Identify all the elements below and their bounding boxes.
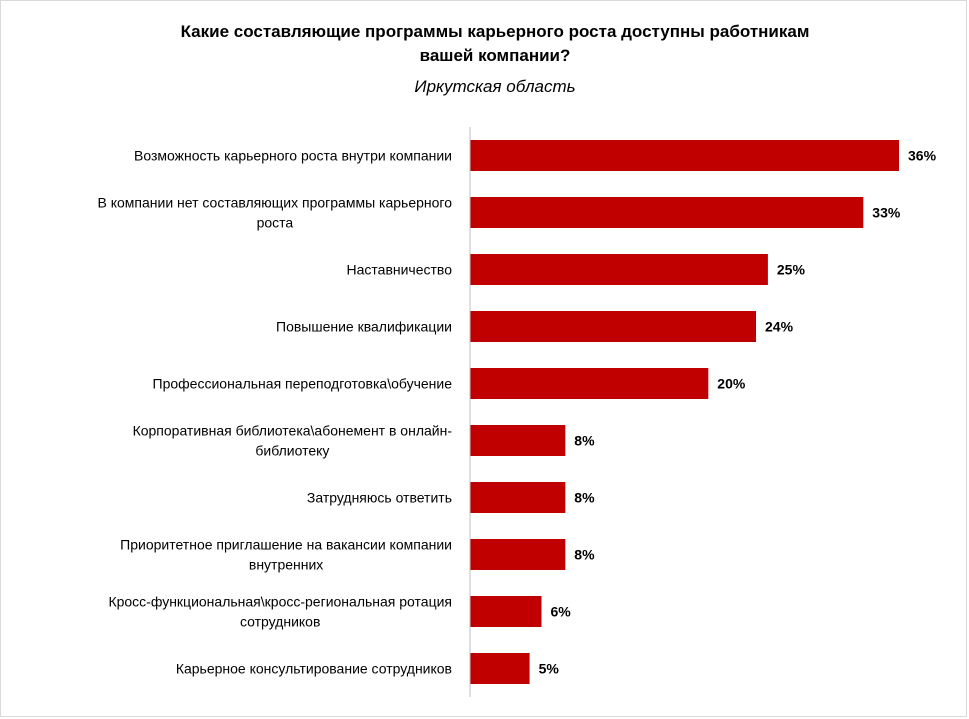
category-label-3: Наставничество bbox=[347, 262, 453, 278]
category-label-1: Возможность карьерного роста внутри комп… bbox=[134, 148, 452, 164]
bar-5 bbox=[470, 368, 709, 399]
category-label-5: Профессиональная переподготовка\обучение bbox=[153, 376, 453, 392]
value-label-7: 8% bbox=[574, 490, 595, 506]
value-label-2: 33% bbox=[872, 205, 901, 221]
chart-title-line-1: Какие составляющие программы карьерного … bbox=[180, 22, 810, 41]
bar-1 bbox=[470, 140, 899, 171]
chart-subtitle: Иркутская область bbox=[414, 77, 576, 96]
category-label-2-line-1: В компании нет составляющих программы ка… bbox=[98, 195, 453, 211]
value-label-10: 5% bbox=[539, 661, 560, 677]
bar-2 bbox=[470, 197, 864, 228]
category-label-10: Карьерное консультирование сотрудников bbox=[176, 661, 452, 677]
category-label-2-line-2: роста bbox=[257, 215, 294, 231]
chart-title-line-2: вашей компании? bbox=[419, 46, 571, 65]
category-label-9-line-2: сотрудников bbox=[240, 614, 320, 630]
value-label-1: 36% bbox=[908, 148, 937, 164]
bar-8 bbox=[470, 539, 566, 570]
bar-10 bbox=[470, 653, 530, 684]
category-label-4: Повышение квалификации bbox=[276, 319, 452, 335]
bar-7 bbox=[470, 482, 566, 513]
value-label-3: 25% bbox=[777, 262, 806, 278]
bar-9 bbox=[470, 596, 542, 627]
bar-3 bbox=[470, 254, 768, 285]
category-label-8-line-1: Приоритетное приглашение на вакансии ком… bbox=[120, 537, 452, 553]
category-label-6-line-1: Корпоративная библиотека\абонемент в онл… bbox=[133, 423, 453, 439]
category-label-9-line-1: Кросс-функциональная\кросс-региональная … bbox=[108, 594, 452, 610]
category-label-6-line-2: библиотеку bbox=[255, 443, 329, 459]
bar-6 bbox=[470, 425, 566, 456]
value-label-9: 6% bbox=[551, 604, 572, 620]
category-label-7: Затрудняюсь ответить bbox=[307, 490, 452, 506]
value-label-8: 8% bbox=[574, 547, 595, 563]
bar-4 bbox=[470, 311, 756, 342]
value-label-4: 24% bbox=[765, 319, 794, 335]
value-label-6: 8% bbox=[574, 433, 595, 449]
category-label-8-line-2: внутренних bbox=[249, 557, 323, 573]
value-label-5: 20% bbox=[717, 376, 746, 392]
